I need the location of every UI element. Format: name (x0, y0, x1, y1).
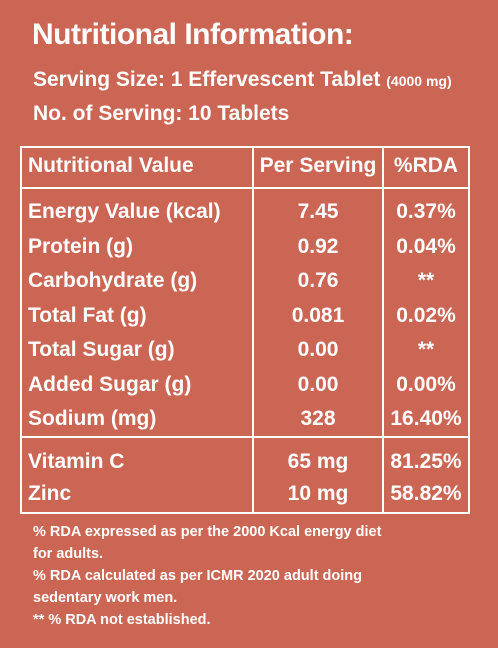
serving-size-weight: (4000 mg) (386, 73, 452, 89)
table-cell-per: 10 mg (287, 482, 349, 505)
column-divider (382, 148, 384, 512)
footnote-line: sedentary work men. (33, 590, 178, 606)
table-cell-name: Zinc (28, 482, 72, 505)
table-cell-rda: 0.02% (396, 303, 456, 327)
table-cell-rda: ** (417, 338, 435, 361)
table-cell-rda: 0.37% (396, 200, 456, 223)
footnote-line: for adults. (33, 546, 104, 562)
footnote-line: ** % RDA not established. (33, 612, 211, 628)
table-cell-rda: 81.25% (390, 450, 462, 473)
header-per-serving: Per Serving (259, 154, 377, 177)
panel-title: Nutritional Information: (32, 18, 354, 51)
table-cell-per: 0.00 (297, 372, 339, 396)
table-cell-name: Carbohydrate (g) (28, 269, 198, 292)
footnotes: % RDA expressed as per the 2000 Kcal ene… (33, 521, 483, 631)
section-divider (22, 436, 468, 438)
nutrition-table: Nutritional Value Per Serving %RDA Energ… (20, 146, 470, 514)
table-cell-per: 65 mg (287, 450, 349, 473)
table-cell-name: Protein (g) (28, 234, 133, 258)
footnote-line: % RDA expressed as per the 2000 Kcal ene… (33, 524, 382, 540)
table-cell-name: Sodium (mg) (28, 407, 157, 430)
table-cell-per: 0.00 (297, 338, 339, 361)
table-cell-name: Total Sugar (g) (28, 338, 175, 361)
serving-size-label: Serving Size: 1 Effervescent Tablet (33, 68, 381, 91)
table-cell-per: 0.76 (297, 269, 339, 292)
table-cell-rda: 0.00% (396, 372, 456, 396)
table-cell-name: Energy Value (kcal) (28, 200, 221, 223)
column-divider (252, 148, 254, 512)
servings-count: No. of Serving: 10 Tablets (33, 102, 290, 125)
table-cell-rda: 16.40% (390, 407, 462, 430)
table-cell-name: Added Sugar (g) (28, 372, 192, 396)
table-cell-per: 328 (300, 407, 336, 430)
table-cell-rda: ** (417, 269, 435, 292)
header-nutritional-value: Nutritional Value (28, 154, 194, 177)
serving-size: Serving Size: 1 Effervescent Tablet (400… (33, 68, 452, 92)
table-cell-per: 0.92 (297, 234, 339, 258)
table-cell-rda: 0.04% (396, 234, 456, 258)
table-cell-name: Total Fat (g) (28, 303, 147, 327)
footnote-line: % RDA calculated as per ICMR 2020 adult … (33, 568, 363, 584)
table-cell-rda: 58.82% (390, 482, 462, 505)
table-cell-per: 7.45 (297, 200, 339, 223)
table-cell-name: Vitamin C (28, 450, 125, 473)
header-rda: %RDA (393, 154, 459, 177)
table-cell-per: 0.081 (291, 303, 345, 327)
header-divider (22, 187, 468, 189)
